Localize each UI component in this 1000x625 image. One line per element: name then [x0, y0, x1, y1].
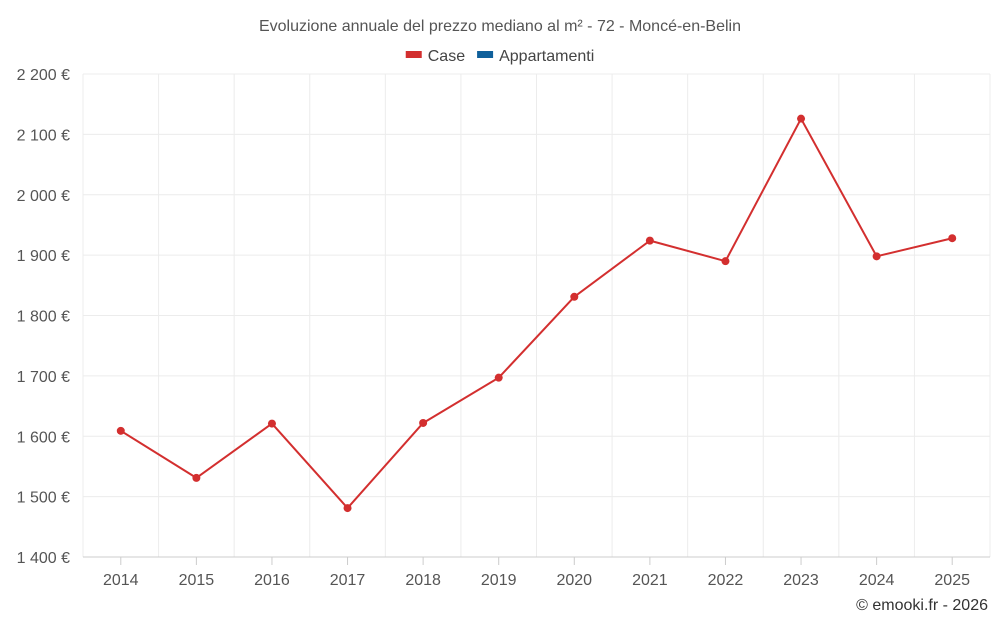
data-point-2022 — [721, 257, 730, 266]
y-tick-label: 1 500 € — [17, 490, 70, 507]
x-tick-label: 2014 — [103, 572, 139, 589]
y-axis-ticks: 1 400 € 1 500 € 1 600 € 1 700 € 1 800 € 1 900… — [17, 67, 70, 567]
data-point-2018 — [419, 418, 428, 427]
x-tick-label: 2016 — [254, 572, 290, 589]
y-tick-label: 2 100 € — [17, 127, 70, 144]
y-tick-label: 2 200 € — [17, 67, 70, 84]
data-point-2014 — [116, 426, 125, 435]
legend-swatch-appartamenti — [477, 51, 494, 58]
x-tick-label: 2021 — [632, 572, 668, 589]
data-point-2021 — [645, 236, 654, 245]
x-tick-label: 2017 — [330, 572, 366, 589]
legend: Case Appartamenti — [405, 48, 594, 65]
data-point-2023 — [797, 114, 806, 123]
series-group — [116, 114, 957, 513]
x-tick-label: 2024 — [859, 572, 895, 589]
y-tick-label: 2 000 € — [17, 188, 70, 205]
legend-label-appartamenti: Appartamenti — [499, 48, 594, 65]
data-point-2016 — [267, 419, 276, 428]
y-tick-label: 1 600 € — [17, 429, 70, 446]
y-tick-label: 1 700 € — [17, 369, 70, 386]
data-point-2017 — [343, 504, 352, 513]
data-point-2020 — [570, 292, 579, 301]
legend-swatch-case — [405, 51, 422, 58]
y-tick-label: 1 400 € — [17, 550, 70, 567]
x-tick-label: 2022 — [708, 572, 744, 589]
data-point-2024 — [872, 252, 881, 261]
x-tick-label: 2023 — [783, 572, 819, 589]
y-tick-label: 1 800 € — [17, 309, 70, 326]
x-tick-label: 2018 — [405, 572, 441, 589]
series-line-case — [120, 117, 953, 510]
x-axis-ticks: 2014 2015 2016 2017 2018 2019 2020 2021 2022 2023… — [103, 557, 970, 589]
x-tick-label: 2015 — [179, 572, 215, 589]
data-point-2025 — [948, 234, 957, 243]
legend-label-case: Case — [428, 48, 465, 65]
credit-text: © emooki.fr - 2026 — [856, 597, 988, 614]
x-tick-label: 2019 — [481, 572, 517, 589]
y-tick-label: 1 900 € — [17, 248, 70, 265]
data-point-2019 — [494, 373, 503, 382]
x-tick-label: 2025 — [934, 572, 970, 589]
data-point-2015 — [192, 473, 201, 482]
x-tick-label: 2020 — [556, 572, 592, 589]
chart-title: Evoluzione annuale del prezzo mediano al… — [259, 18, 741, 35]
